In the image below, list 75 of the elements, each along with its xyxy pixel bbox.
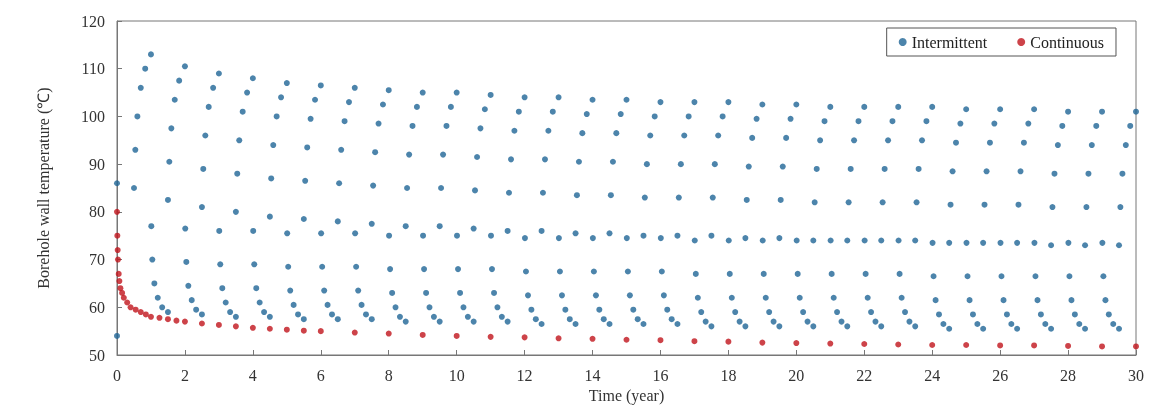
point — [266, 325, 273, 332]
point — [895, 341, 902, 348]
y-tick-label: 80 — [89, 203, 105, 221]
point — [132, 306, 139, 313]
point — [351, 329, 358, 336]
point — [137, 309, 144, 316]
point — [119, 289, 126, 296]
x-tick-label: 8 — [384, 366, 393, 384]
y-tick-label: 50 — [89, 346, 105, 364]
point — [142, 311, 149, 318]
y-axis-title: Borehole wall temperature (℃) — [34, 87, 53, 289]
point — [657, 337, 664, 344]
x-tick-label: 20 — [788, 366, 805, 384]
point — [124, 299, 131, 306]
legend-label: Intermittent — [911, 33, 988, 51]
y-tick-label: 60 — [89, 298, 105, 316]
x-tick-label: 22 — [856, 366, 873, 384]
point — [589, 335, 596, 342]
point — [623, 336, 630, 343]
point — [120, 294, 127, 301]
point — [759, 339, 766, 346]
point — [929, 341, 936, 348]
point — [300, 327, 307, 334]
point — [555, 335, 562, 342]
point — [283, 326, 290, 333]
y-tick-label: 100 — [81, 107, 105, 125]
x-tick-label: 12 — [516, 366, 533, 384]
point — [116, 278, 123, 285]
y-tick-label: 120 — [81, 12, 105, 30]
x-tick-label: 2 — [180, 366, 189, 384]
point — [215, 321, 222, 328]
point — [691, 338, 698, 345]
x-tick-label: 14 — [584, 366, 601, 384]
point — [114, 247, 121, 254]
point — [173, 317, 180, 324]
point — [453, 332, 460, 339]
x-tick-label: 30 — [1128, 366, 1144, 384]
point — [419, 331, 426, 338]
x-tick-label: 26 — [992, 366, 1009, 384]
point — [1031, 342, 1038, 349]
point — [249, 324, 256, 331]
point — [114, 208, 120, 215]
point — [487, 333, 494, 340]
point — [147, 313, 154, 320]
x-tick-label: 28 — [1060, 366, 1077, 384]
x-tick-label: 24 — [924, 366, 941, 384]
point — [181, 318, 188, 325]
point — [198, 320, 205, 327]
point — [963, 341, 970, 348]
point — [127, 304, 134, 311]
y-tick-label: 90 — [89, 155, 105, 173]
point — [725, 338, 732, 345]
point — [1099, 343, 1106, 350]
y-tick-label: 110 — [81, 60, 105, 78]
point — [861, 341, 868, 348]
point — [521, 334, 528, 341]
legend-label: Continuous — [1030, 33, 1105, 51]
point — [115, 270, 122, 277]
point — [317, 328, 324, 335]
point — [1133, 343, 1139, 350]
point — [232, 323, 239, 330]
x-tick-label: 18 — [720, 366, 737, 384]
x-axis-title: Time (year) — [588, 387, 665, 406]
point — [156, 314, 163, 321]
point — [997, 342, 1004, 349]
x-tick-label: 10 — [448, 366, 465, 384]
x-tick-label: 4 — [248, 366, 257, 384]
point — [164, 316, 171, 323]
x-tick-label: 6 — [316, 366, 325, 384]
x-tick-label: 16 — [652, 366, 669, 384]
x-tick-label: 0 — [113, 366, 121, 384]
y-tick-label: 70 — [89, 251, 105, 269]
point — [114, 232, 121, 239]
point — [1065, 342, 1072, 349]
point — [793, 340, 800, 347]
